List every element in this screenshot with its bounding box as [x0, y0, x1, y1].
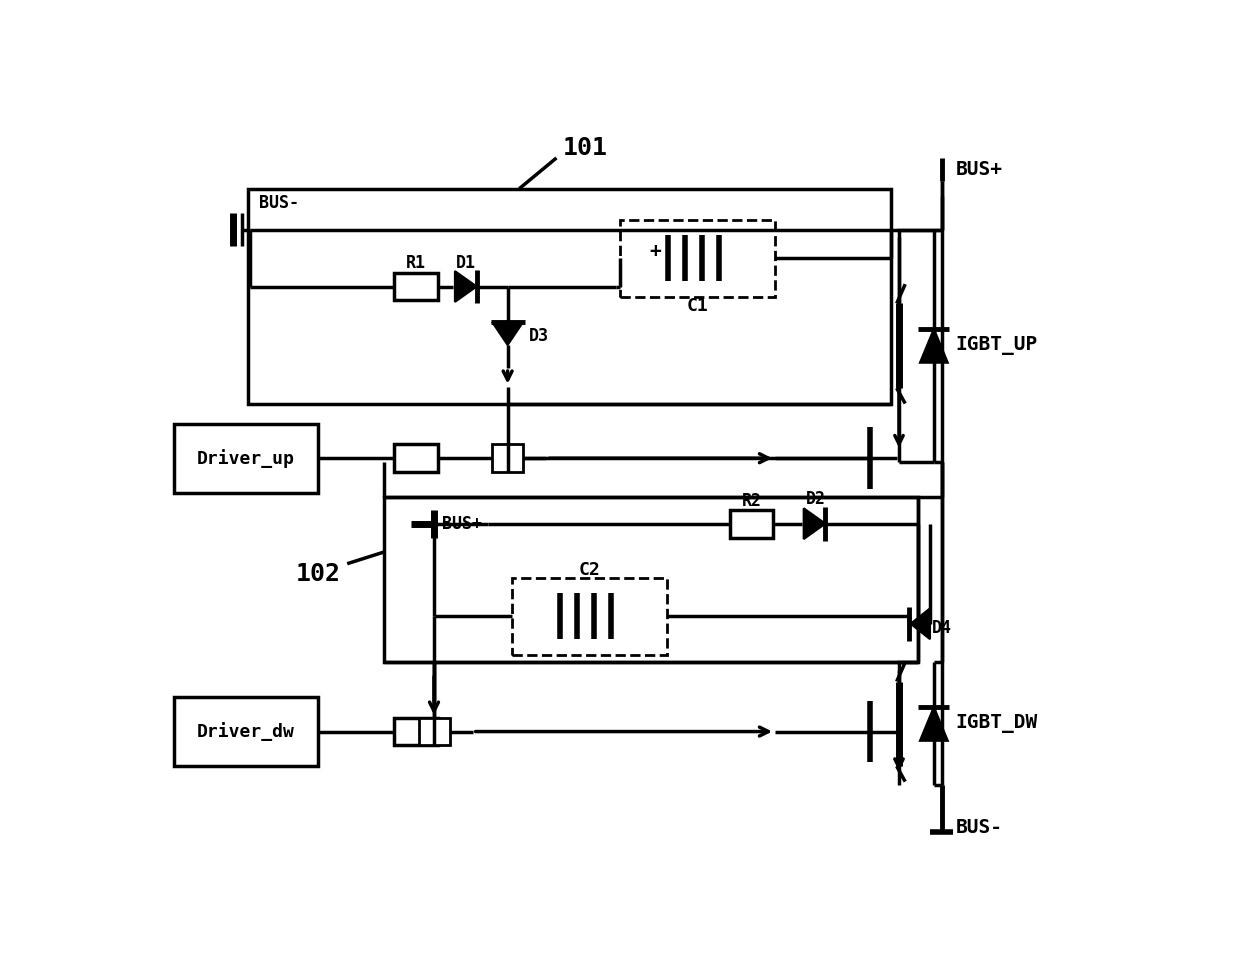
Text: BUS-: BUS-	[259, 194, 299, 212]
Text: C1: C1	[687, 297, 708, 315]
Text: D2: D2	[806, 490, 826, 508]
Bar	[248, 189, 892, 404]
Polygon shape	[455, 272, 476, 301]
Bar	[175, 424, 317, 493]
Text: R2: R2	[742, 491, 761, 509]
Text: IGBT_DW: IGBT_DW	[956, 715, 1038, 734]
Bar	[394, 444, 438, 472]
Text: 101: 101	[563, 136, 608, 160]
Bar	[394, 273, 438, 300]
Text: D4: D4	[932, 618, 952, 637]
Text: Driver_up: Driver_up	[197, 449, 295, 468]
Text: BUS-: BUS-	[956, 819, 1003, 837]
Bar	[175, 697, 317, 767]
Text: C2: C2	[578, 560, 600, 579]
Polygon shape	[804, 508, 826, 539]
Text: Driver_dw: Driver_dw	[197, 722, 295, 742]
Text: D1: D1	[456, 254, 476, 273]
Bar	[730, 509, 774, 537]
Text: BUS+: BUS+	[441, 514, 482, 533]
Polygon shape	[920, 707, 947, 741]
Bar	[492, 444, 523, 472]
Bar	[383, 497, 919, 663]
Polygon shape	[492, 322, 523, 345]
Bar	[419, 717, 449, 745]
Text: IGBT_UP: IGBT_UP	[956, 336, 1038, 355]
Text: BUS+: BUS+	[956, 160, 1003, 179]
Polygon shape	[910, 609, 930, 639]
Text: +: +	[649, 243, 661, 261]
Text: R1: R1	[407, 254, 427, 273]
Text: D3: D3	[529, 326, 549, 345]
Polygon shape	[920, 328, 947, 363]
Bar	[394, 717, 438, 745]
Bar	[620, 220, 775, 297]
Bar	[511, 578, 667, 655]
Text: 102: 102	[295, 561, 340, 586]
